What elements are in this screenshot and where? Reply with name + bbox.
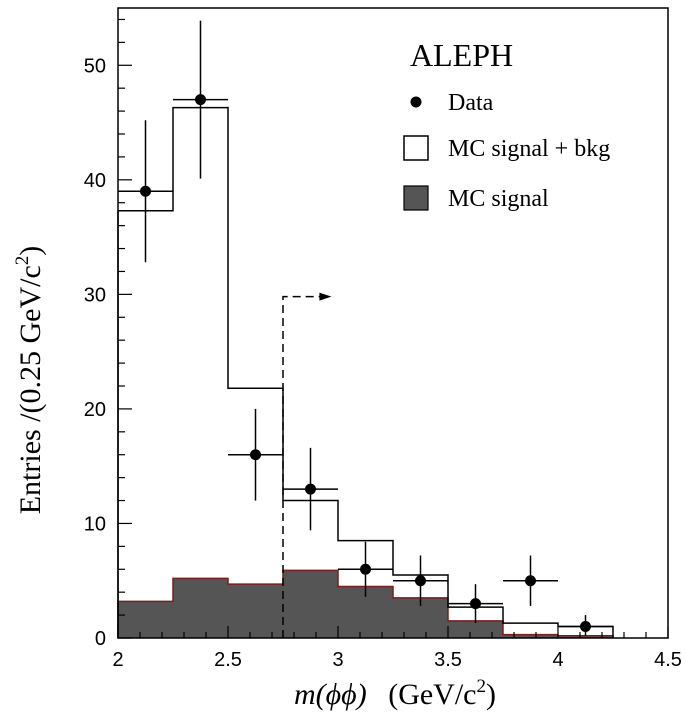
y-tick-label: 20: [84, 399, 106, 421]
data-point: [360, 563, 371, 575]
y-tick-label: 0: [95, 628, 106, 650]
legend-label: MC signal: [448, 186, 549, 212]
cut-arrow-head: [319, 292, 332, 301]
plot-area: [117, 20, 614, 638]
y-tick-label: 10: [84, 513, 106, 535]
cut-line: [282, 295, 322, 638]
x-axis-title-unit: (GeV/c: [388, 678, 476, 711]
experiment-label: ALEPH: [410, 37, 513, 73]
data-point: [195, 94, 206, 106]
y-axis-title-sup: 2: [12, 256, 33, 266]
y-tick-label: 50: [84, 55, 106, 77]
plot-frame: [117, 7, 669, 639]
legend-label: Data: [448, 90, 494, 116]
x-tick-label: 4.5: [654, 649, 682, 671]
x-axis-title-main: m(ϕϕ): [294, 678, 367, 711]
x-tick-label: 3.5: [434, 649, 462, 671]
y-axis-title: Entries /(0.25 GeV/c2): [12, 246, 47, 515]
mc-signal-bar: [558, 635, 613, 638]
x-axis-title-close: ): [486, 678, 496, 711]
data-point: [580, 621, 591, 633]
mc-signal-bar: [228, 584, 283, 638]
x-tick-label: 3: [332, 649, 343, 671]
mc-signal-bar: [118, 601, 173, 638]
y-axis-title-close: ): [14, 246, 47, 256]
axes: 2 2.5 3 3.5 4 4.5 0 10 20 30 40 50: [84, 7, 682, 671]
mc-signal-bar: [448, 620, 503, 638]
mc-signal-bar: [173, 578, 228, 638]
mc-signal-bar: [283, 570, 338, 638]
mc-signal-plus-bkg-histogram: [117, 106, 614, 638]
x-tick-label: 4: [552, 649, 563, 671]
legend: Data MC signal + bkg MC signal: [403, 90, 610, 212]
mc-signal-bar: [503, 634, 558, 638]
data-point: [305, 483, 316, 495]
x-tick-label: 2.5: [214, 649, 242, 671]
x-axis-title-sup: 2: [477, 676, 487, 697]
data-point: [250, 449, 261, 461]
data-point: [525, 575, 536, 587]
legend-marker-data: [410, 96, 422, 108]
data-point: [470, 598, 481, 610]
y-tick-label: 40: [84, 170, 106, 192]
legend-box-mc-signal: [403, 185, 429, 211]
data-point: [140, 185, 151, 197]
legend-label: MC signal + bkg: [448, 136, 610, 162]
x-axis-title: m(ϕϕ) (GeV/c2): [294, 676, 496, 711]
y-axis-title-main: Entries /(0.25 GeV/c: [14, 265, 47, 514]
x-tick-label: 2: [112, 649, 123, 671]
y-tick-label: 30: [84, 284, 106, 306]
data-point: [415, 575, 426, 587]
legend-box-mc-signal-bkg: [403, 135, 429, 161]
